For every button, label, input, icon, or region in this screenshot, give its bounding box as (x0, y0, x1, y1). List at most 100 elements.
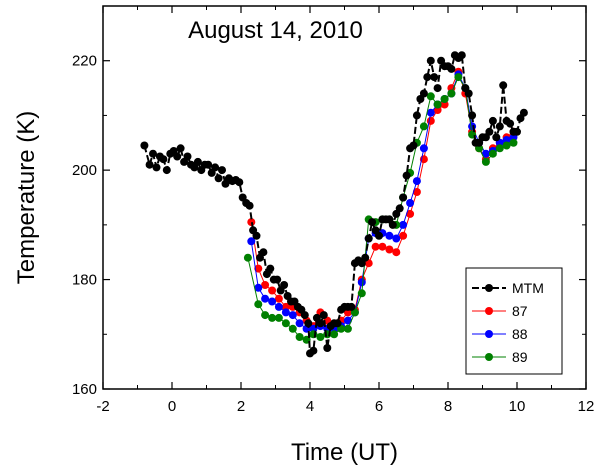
data-point (214, 174, 223, 183)
data-point (343, 316, 352, 325)
data-point (193, 157, 202, 166)
data-point (430, 73, 439, 82)
data-point (409, 141, 418, 150)
plot-series (140, 51, 528, 358)
data-point (419, 144, 428, 153)
data-point (378, 242, 387, 251)
data-point (433, 84, 442, 93)
data-point (426, 92, 435, 101)
legend: MTM 87 88 89 (465, 267, 563, 375)
data-point (295, 319, 304, 328)
x-tick-label: -2 (96, 398, 109, 415)
legend-entry-88: 88 (472, 326, 528, 342)
data-point (419, 89, 428, 98)
data-point (316, 333, 325, 341)
data-point (274, 294, 283, 303)
data-point (162, 166, 171, 175)
y-tick-label: 180 (72, 272, 97, 289)
data-point (140, 141, 149, 150)
y-tick-label: 220 (72, 53, 97, 70)
data-point (261, 311, 270, 320)
data-point (252, 231, 261, 240)
data-point (330, 330, 339, 339)
data-point (304, 319, 313, 328)
data-point (426, 108, 435, 117)
y-axis-title: Temperature (K) (13, 111, 40, 284)
data-point (309, 346, 318, 355)
data-point (245, 201, 254, 210)
data-point (243, 253, 252, 262)
data-point (385, 245, 394, 254)
tick-labels: -2 0 2 4 6 8 10 12 160 180 200 220 (72, 53, 594, 415)
data-point (281, 302, 290, 311)
data-point (268, 313, 277, 322)
data-point (412, 177, 421, 186)
data-point (502, 141, 511, 150)
x-tick-label: 10 (509, 398, 526, 415)
data-point (447, 89, 456, 98)
legend-label: 87 (512, 303, 528, 319)
data-point (254, 283, 263, 292)
data-point (433, 100, 442, 109)
data-point (392, 234, 401, 243)
x-tick-label: 4 (306, 398, 314, 415)
data-point (440, 95, 449, 103)
data-point (433, 106, 442, 114)
data-point (399, 231, 408, 240)
data-point (513, 127, 521, 136)
data-point (412, 111, 421, 120)
data-point (454, 73, 463, 82)
x-tick-label: 2 (237, 398, 245, 415)
data-point (468, 122, 477, 131)
legend-swatch-marker (485, 307, 493, 315)
data-point (235, 178, 244, 187)
data-point (371, 242, 380, 251)
data-point (268, 286, 277, 295)
data-point (357, 289, 366, 298)
data-point (266, 264, 275, 273)
data-point (173, 152, 182, 161)
data-point (204, 160, 213, 169)
data-point (495, 144, 504, 153)
data-point (368, 218, 377, 227)
data-point (506, 119, 515, 128)
data-point (347, 302, 356, 311)
legend-box (465, 267, 563, 375)
legend-swatch-marker (485, 330, 493, 338)
x-tick-label: 8 (444, 398, 452, 415)
data-point (261, 281, 270, 289)
data-point (419, 122, 428, 131)
data-point (268, 297, 277, 306)
data-point (509, 138, 518, 147)
data-point (183, 152, 192, 161)
data-point (288, 324, 297, 333)
data-point (447, 64, 456, 73)
data-point (481, 157, 490, 166)
chart-title: August 14, 2010 (188, 17, 363, 44)
legend-label: MTM (512, 280, 544, 296)
data-point (145, 160, 154, 169)
data-point (261, 294, 270, 303)
data-point (254, 264, 263, 273)
data-point (481, 149, 490, 158)
data-point (361, 253, 370, 262)
data-point (247, 237, 256, 246)
data-point (343, 324, 352, 333)
data-point (399, 193, 408, 202)
data-point (406, 209, 415, 218)
data-point (280, 281, 289, 289)
legend-swatch-marker (485, 284, 493, 292)
data-point (323, 344, 332, 352)
data-point (176, 144, 185, 153)
data-point (519, 108, 528, 117)
data-point (492, 133, 501, 142)
data-point (281, 308, 290, 317)
data-point (274, 313, 283, 322)
data-point (423, 73, 432, 82)
legend-label: 88 (512, 326, 528, 342)
data-point (295, 333, 304, 341)
legend-entry-mtm: MTM (472, 280, 544, 296)
legend-label: 89 (512, 349, 528, 365)
data-point (281, 319, 290, 328)
